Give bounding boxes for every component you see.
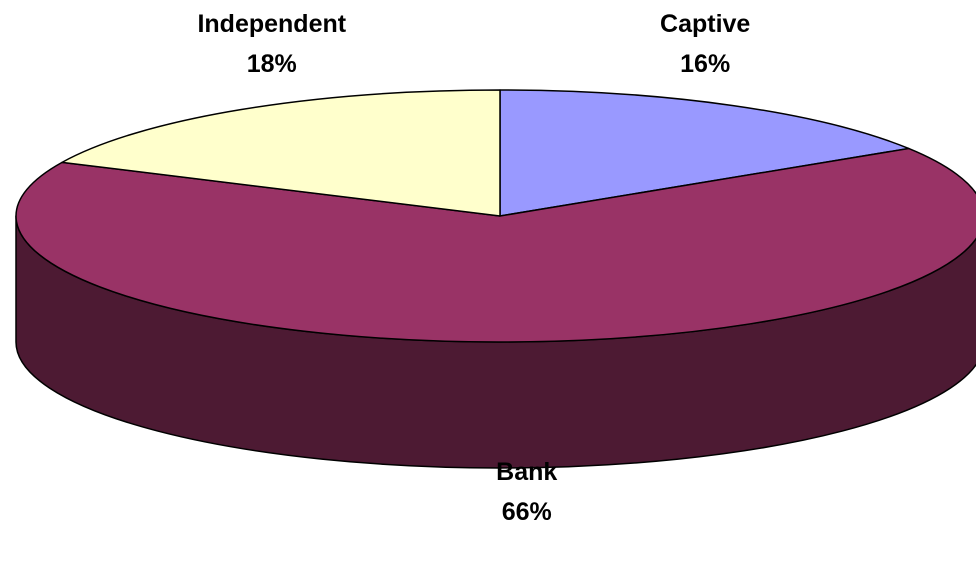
pie-labels-layer: Captive 16% Bank 66% Independent 18% [197, 10, 750, 526]
pie-slice-captive [499, 89, 910, 217]
data-label-bank: Bank 66% [496, 458, 557, 526]
pie-slice-independent [61, 89, 501, 217]
category-label: Captive [660, 10, 750, 38]
data-label-independent: Independent 18% [197, 10, 346, 78]
pie-tops-layer [15, 89, 976, 343]
percent-label: 66% [502, 498, 552, 526]
category-label: Independent [197, 10, 346, 38]
pie-slice-bank [15, 147, 976, 343]
percent-label: 18% [247, 50, 297, 78]
data-label-captive: Captive 16% [660, 10, 750, 78]
percent-label: 16% [680, 50, 730, 78]
category-label: Bank [496, 458, 557, 486]
